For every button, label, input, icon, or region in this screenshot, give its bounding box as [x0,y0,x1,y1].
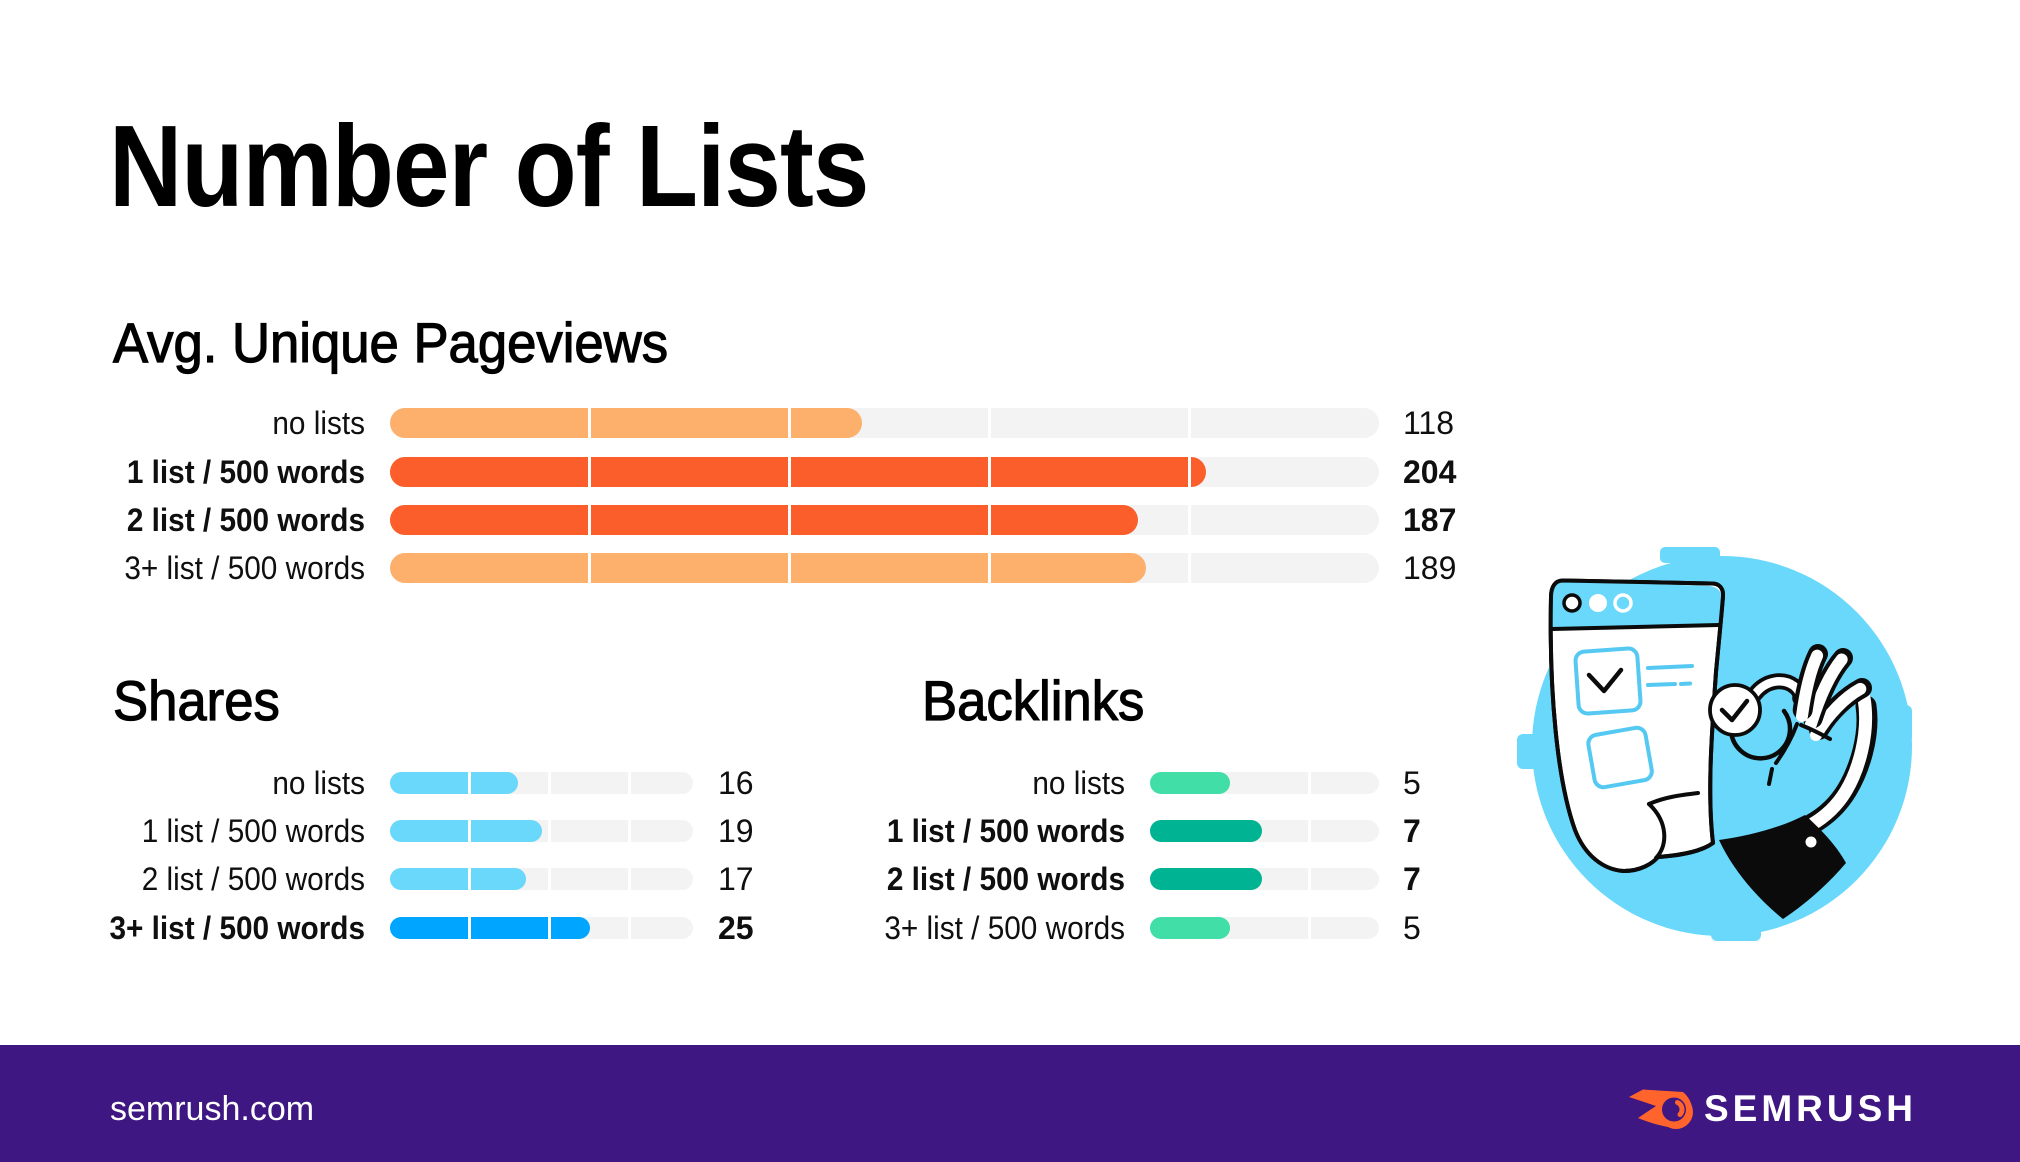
svg-text:SEMRUSH: SEMRUSH [1704,1088,1917,1129]
